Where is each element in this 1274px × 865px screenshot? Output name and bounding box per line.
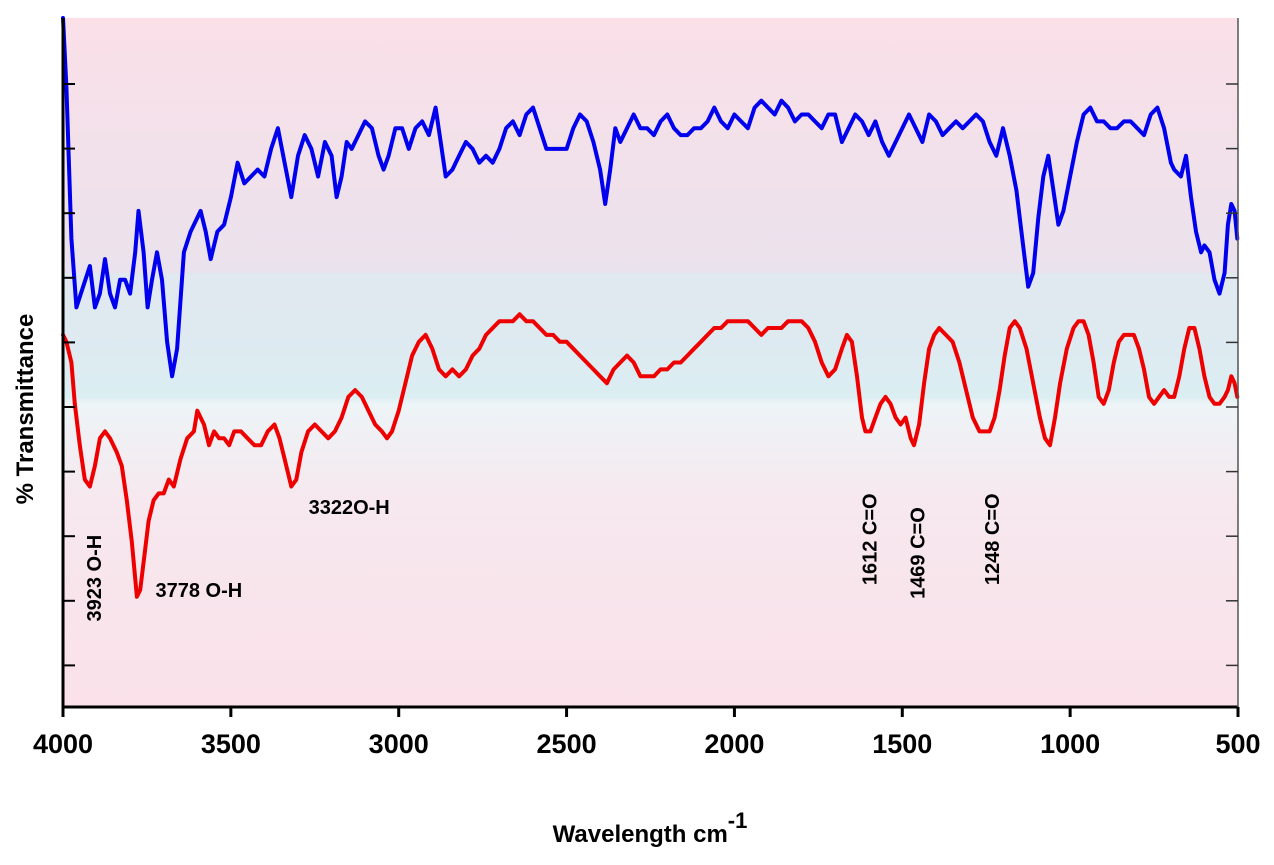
- x-axis-title: Wavelength cm-1: [553, 808, 748, 848]
- x-tick-label-2500: 2500: [537, 729, 597, 759]
- series-line-0: [61, 16, 1240, 379]
- series-layer: [61, 16, 1240, 599]
- annotation-3: 1612 C=O: [860, 493, 882, 585]
- x-tick-label-500: 500: [1215, 729, 1260, 759]
- y-axis-title: % Transmittance: [12, 314, 39, 505]
- x-ticks-layer: 4000 3500 3000 2500 2000 1500 1000 500: [33, 707, 1261, 759]
- x-tick-label-4000: 4000: [33, 729, 93, 759]
- x-axis-title-superscript: -1: [728, 808, 748, 833]
- annotation-2: 3322O-H: [309, 497, 390, 519]
- x-tick-label-3500: 3500: [201, 729, 261, 759]
- plot-background-band: [63, 272, 1238, 391]
- plot-area: [63, 18, 1238, 707]
- y-ticks-layer: [63, 83, 1238, 667]
- x-tick-label-3000: 3000: [369, 729, 429, 759]
- x-tick-label-1500: 1500: [872, 729, 932, 759]
- annotation-1: 3778 O-H: [156, 580, 243, 602]
- x-tick-label-1000: 1000: [1040, 729, 1100, 759]
- x-axis-title-text: Wavelength cm: [553, 821, 728, 848]
- series-line-1: [61, 312, 1240, 599]
- x-tick-label-2000: 2000: [704, 729, 764, 759]
- annotations-layer: 3923 O-H 3778 O-H 3322O-H 1612 C=O 1469 C=O 1…: [84, 493, 1004, 621]
- annotation-4: 1469 C=O: [908, 507, 930, 599]
- annotation-5: 1248 C=O: [982, 493, 1004, 585]
- annotation-0: 3923 O-H: [84, 535, 106, 622]
- axis-frame-layer: [61, 18, 1239, 709]
